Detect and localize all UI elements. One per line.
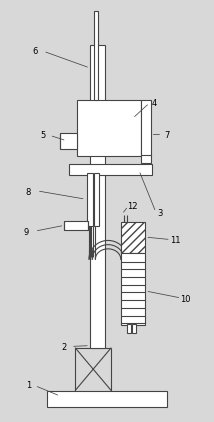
Bar xyxy=(60,133,77,149)
Bar xyxy=(48,391,166,406)
Bar xyxy=(132,324,136,333)
Bar xyxy=(121,253,145,325)
Bar xyxy=(141,100,151,156)
Bar xyxy=(127,324,131,333)
Bar xyxy=(77,100,141,156)
Bar xyxy=(94,173,99,226)
Bar xyxy=(141,155,151,162)
Text: 5: 5 xyxy=(41,131,46,140)
Text: 3: 3 xyxy=(158,208,163,218)
Bar xyxy=(94,11,98,100)
Text: 6: 6 xyxy=(32,47,37,56)
Text: 7: 7 xyxy=(164,131,169,140)
Text: 1: 1 xyxy=(26,381,31,390)
Bar xyxy=(64,221,88,230)
Bar xyxy=(90,45,105,348)
Text: 11: 11 xyxy=(170,236,180,245)
Text: 9: 9 xyxy=(24,227,29,236)
Bar xyxy=(87,173,92,226)
Bar xyxy=(121,222,145,253)
Bar xyxy=(69,164,152,175)
Text: 10: 10 xyxy=(180,295,191,304)
Text: 4: 4 xyxy=(151,99,156,108)
Text: 12: 12 xyxy=(127,202,138,211)
Text: 8: 8 xyxy=(26,187,31,197)
Text: 2: 2 xyxy=(62,343,67,352)
